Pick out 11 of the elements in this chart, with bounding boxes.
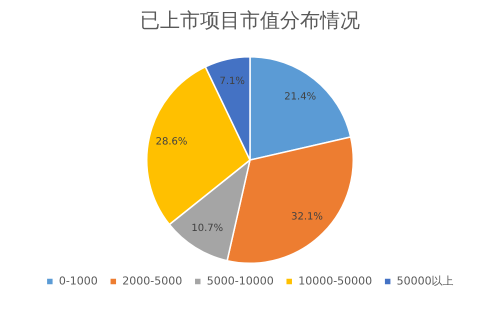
legend-label: 2000-5000 (122, 274, 182, 288)
legend-label: 10000-50000 (298, 274, 372, 288)
data-label: 32.1% (291, 211, 323, 222)
legend-label: 5000-10000 (206, 274, 274, 288)
data-label: 28.6% (156, 136, 188, 148)
legend-label: 50000以上 (396, 274, 454, 288)
data-label: 10.7% (191, 222, 224, 234)
legend-label: 0-1000 (58, 274, 98, 288)
chart-title: 已上市项目市值分布情况 (140, 8, 360, 32)
data-label: 21.4% (284, 92, 316, 103)
data-label: 7.1% (219, 76, 245, 88)
